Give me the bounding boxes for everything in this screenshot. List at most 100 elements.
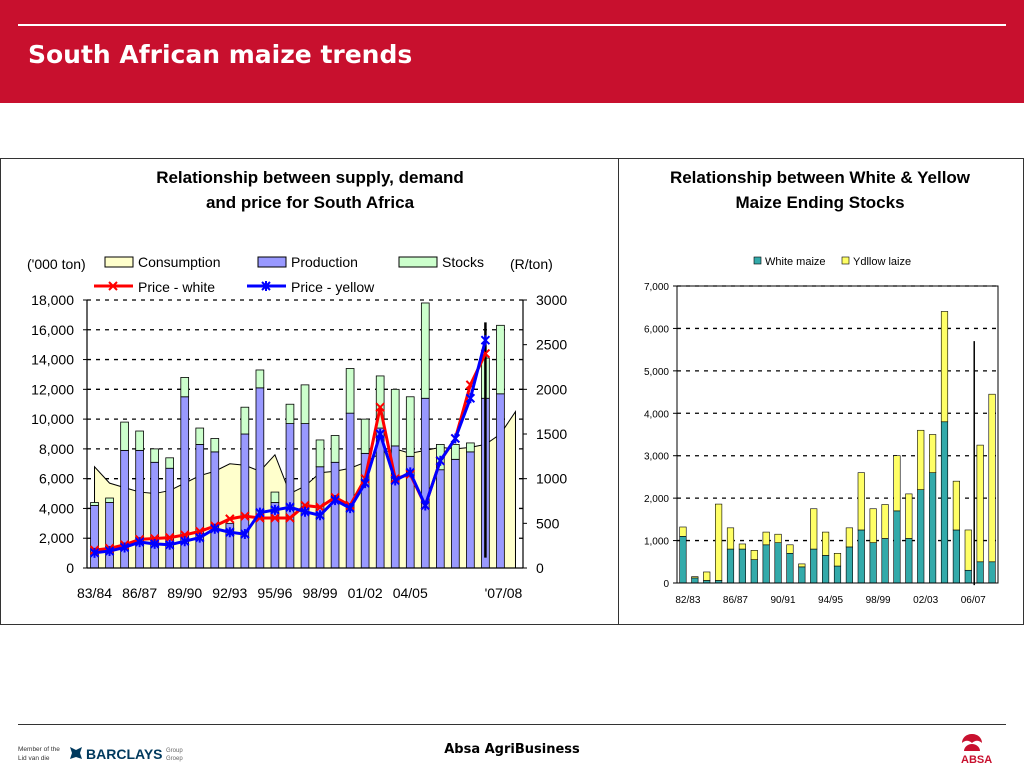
chart1-price-yellow-marker — [240, 529, 250, 540]
chart1-production-bar — [345, 412, 355, 569]
chart1-price-white-marker — [240, 511, 250, 521]
chart1-legend-stocks-label: Stocks — [442, 254, 484, 270]
chart2-y-tick-label: 3,000 — [644, 452, 669, 463]
chart2-white-maize-bar — [738, 548, 746, 584]
chart2-white-maize-bar — [964, 569, 972, 584]
chart2-x-tick-label: 98/99 — [866, 595, 891, 606]
chart1-price-yellow-marker — [405, 467, 415, 478]
chart2-yellow-maize-bar — [893, 455, 901, 512]
chart1-price-yellow-marker — [465, 393, 476, 404]
chart1-price-yellow-marker — [255, 507, 265, 518]
footer-divider — [18, 724, 1006, 725]
chart1-price-yellow-marker — [134, 537, 145, 548]
chart2-x-tick-label: 90/91 — [770, 595, 795, 606]
chart1-price-yellow-marker — [375, 429, 385, 439]
chart1-price-yellow-marker — [119, 542, 130, 553]
chart2-x-tick-label: 82/83 — [675, 595, 700, 606]
header-bar: South African maize trends — [0, 0, 1024, 103]
chart1-stocks-bar — [240, 406, 250, 435]
chart1-price-yellow-marker — [300, 506, 310, 517]
chart1-production-bar — [330, 461, 340, 569]
chart2-white-maize-bar — [940, 421, 949, 584]
chart1-price-white-marker — [375, 402, 385, 412]
chart1-x-tick-label: 04/05 — [393, 585, 428, 601]
chart1-stocks-bar — [180, 377, 190, 398]
chart2-white-maize-bar — [893, 510, 901, 584]
chart1-production-bar — [436, 469, 445, 569]
chart2-yellow-maize-bar — [703, 571, 711, 581]
chart1-y-left-tick-label: 16,000 — [31, 322, 74, 338]
chart2-yellow-maize-bar — [810, 508, 818, 550]
chart2-white-maize-bar — [869, 542, 877, 584]
chart1-y-right-label: (R/ton) — [510, 256, 553, 272]
chart2-title-line-2: Maize Ending Stocks — [735, 193, 904, 212]
chart2-y-tick-label: 0 — [663, 579, 669, 590]
chart2-yellow-maize-bar — [738, 543, 746, 550]
chart1-stocks-bar — [120, 421, 129, 451]
barclays-eagle-icon — [70, 747, 82, 759]
chart1-y-left-tick-label: 2,000 — [39, 530, 74, 546]
chart1-legend-consumption-swatch — [104, 256, 134, 268]
chart1-y-left-tick-label: 12,000 — [31, 381, 74, 397]
chart1-stocks-bar — [345, 368, 355, 414]
chart1-production-bar — [195, 444, 205, 569]
chart1-production-bar — [451, 458, 460, 569]
chart1-legend-production-label: Production — [291, 254, 358, 270]
chart1-production-bar — [150, 461, 159, 569]
chart2-white-maize-bar — [691, 577, 699, 584]
chart2-white-maize-bar — [774, 542, 782, 584]
chart1-price-yellow-marker — [270, 504, 280, 515]
chart1-x-tick-label: '07/08 — [485, 585, 523, 601]
chart1-production-bar — [300, 423, 310, 569]
chart1-price-yellow-marker — [480, 335, 491, 346]
chart2-yellow-maize-bar — [857, 472, 865, 531]
chart1-y-right-tick-label: 3000 — [536, 292, 567, 308]
chart2-y-tick-label: 6,000 — [644, 324, 669, 335]
chart1-price-yellow-marker — [390, 475, 400, 486]
chart2-white-maize-bar — [929, 472, 937, 584]
chart2-y-tick-label: 1,000 — [644, 537, 669, 548]
chart1-stocks-bar — [90, 502, 99, 506]
chart2-yellow-maize-bar — [976, 444, 984, 563]
chart1-title-line-2: and price for South Africa — [206, 193, 415, 212]
chart1-production-bar — [375, 427, 385, 569]
chart1-price-yellow-marker — [195, 532, 205, 543]
absa-logo: ABSA — [961, 734, 992, 766]
chart1-y-left-tick-label: 10,000 — [31, 411, 74, 427]
chart1-y-right-tick-label: 2000 — [536, 381, 567, 397]
chart2-yellow-maize-bar — [881, 504, 889, 539]
chart1-stocks-bar — [105, 497, 114, 503]
chart2-yellow-maize-bar — [988, 393, 996, 563]
chart1-stocks-bar — [315, 439, 325, 468]
chart1-y-left-tick-label: 14,000 — [31, 352, 74, 368]
chart1-stocks-bar — [496, 324, 505, 395]
barclays-group-line-1: Group — [166, 748, 183, 754]
chart2-yellow-maize-bar — [905, 493, 913, 539]
chart1-stocks-bar — [390, 388, 400, 447]
chart2-legend-white-label: White maize — [765, 256, 826, 268]
chart2-legend-white-swatch — [753, 256, 762, 265]
chart2-white-maize-bar — [833, 565, 842, 584]
chart1-x-tick-label: 92/93 — [212, 585, 247, 601]
chart1-y-right-tick-label: 1000 — [536, 471, 567, 487]
chart2-yellow-maize-bar — [869, 508, 877, 543]
chart1-stocks-bar — [405, 396, 415, 457]
chart2-white-maize-bar — [810, 548, 818, 584]
chart2-title-line-1: Relationship between White & Yellow — [670, 168, 971, 187]
chart1-y-left-tick-label: 4,000 — [39, 500, 74, 516]
chart2-white-maize-bar — [786, 552, 794, 584]
chart1-production-bar — [240, 433, 250, 569]
chart2-yellow-maize-bar — [691, 576, 699, 579]
chart1-price-yellow-marker — [210, 523, 220, 534]
chart1-y-right-tick-label: 1500 — [536, 426, 567, 442]
chart1-price-white-marker — [164, 532, 175, 543]
chart2-yellow-maize-bar — [679, 526, 687, 537]
chart2-yellow-maize-bar — [750, 550, 758, 560]
chart2-white-maize-bar — [726, 548, 735, 584]
chart1-price-yellow-marker — [225, 527, 235, 538]
chart2-y-tick-label: 7,000 — [644, 282, 669, 293]
chart1-production-bar — [285, 423, 295, 569]
chart1-x-tick-label: 89/90 — [167, 585, 202, 601]
chart1-x-tick-label: 83/84 — [77, 585, 112, 601]
chart2-yellow-maize-bar — [917, 429, 925, 490]
